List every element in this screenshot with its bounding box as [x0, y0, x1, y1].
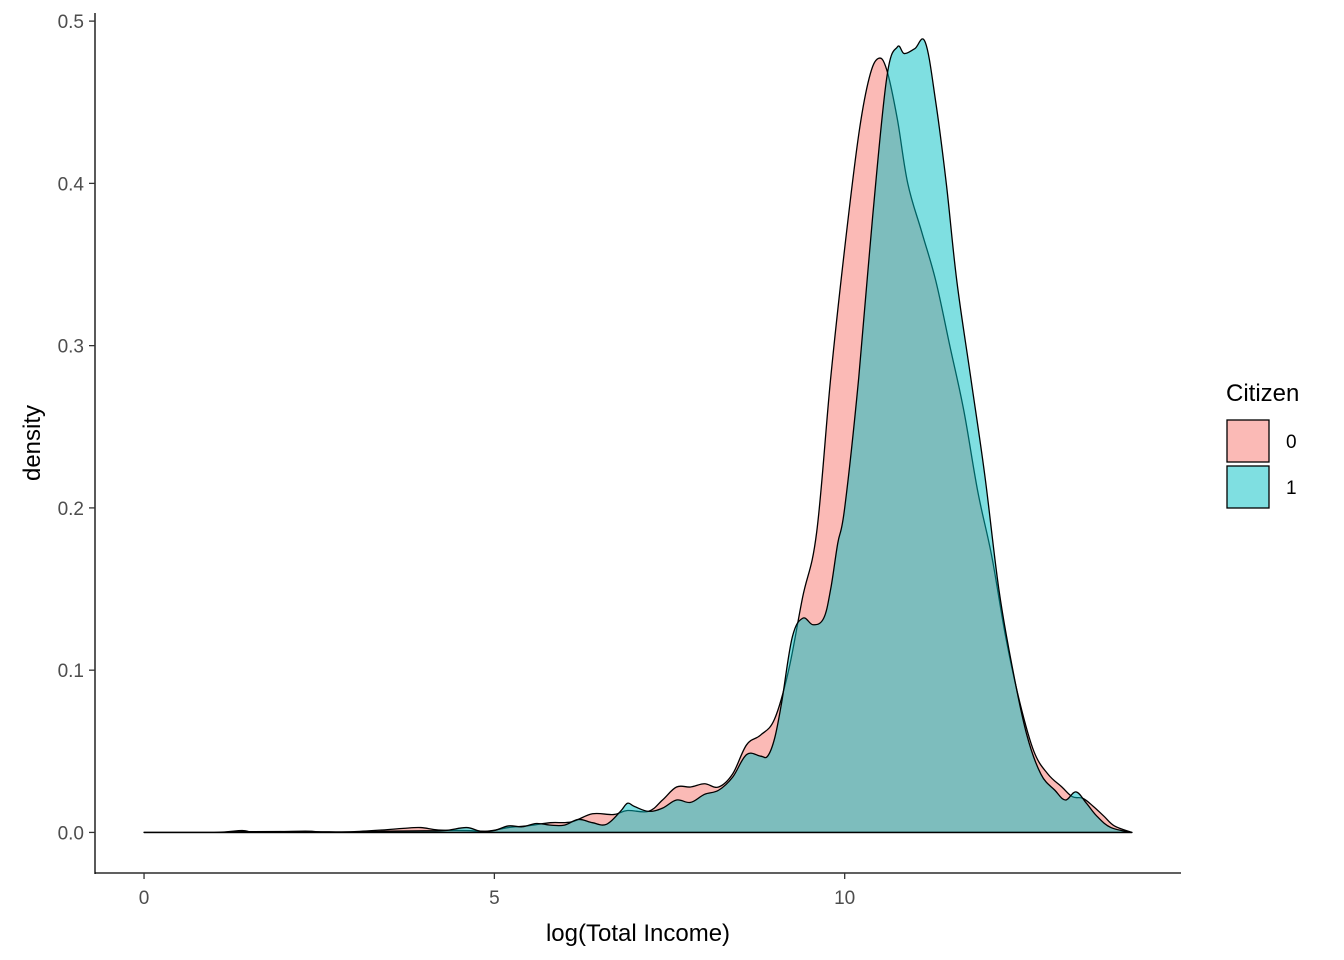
- x-tick-label: 10: [834, 888, 855, 909]
- x-tick-label: 0: [139, 888, 150, 909]
- density-area-citizen-1: [143, 38, 1133, 834]
- x-axis-title: log(Total Income): [546, 920, 730, 947]
- y-tick-label: 0.1: [58, 661, 84, 682]
- y-tick-label: 0.0: [58, 823, 84, 844]
- y-axis-ticks: 0.0 0.1 0.2 0.3 0.4 0.5: [58, 12, 95, 844]
- legend-items: 01: [1226, 419, 1297, 509]
- legend-label-citizen-1: 1: [1286, 478, 1297, 499]
- y-tick-label: 0.2: [58, 499, 84, 520]
- legend-key-citizen-0: [1226, 419, 1270, 463]
- y-axis-title: density: [19, 405, 46, 481]
- y-tick-label: 0.3: [58, 337, 84, 358]
- legend-title: Citizen: [1226, 380, 1299, 407]
- legend-key-citizen-1: [1226, 465, 1270, 509]
- x-tick-label: 5: [489, 888, 500, 909]
- y-tick-label: 0.5: [58, 12, 84, 33]
- y-tick-label: 0.4: [58, 174, 85, 195]
- legend: Citizen 01: [1226, 380, 1299, 509]
- x-axis-ticks: 0 5 10: [139, 873, 855, 909]
- legend-label-citizen-0: 0: [1286, 432, 1297, 453]
- density-areas: [143, 38, 1133, 834]
